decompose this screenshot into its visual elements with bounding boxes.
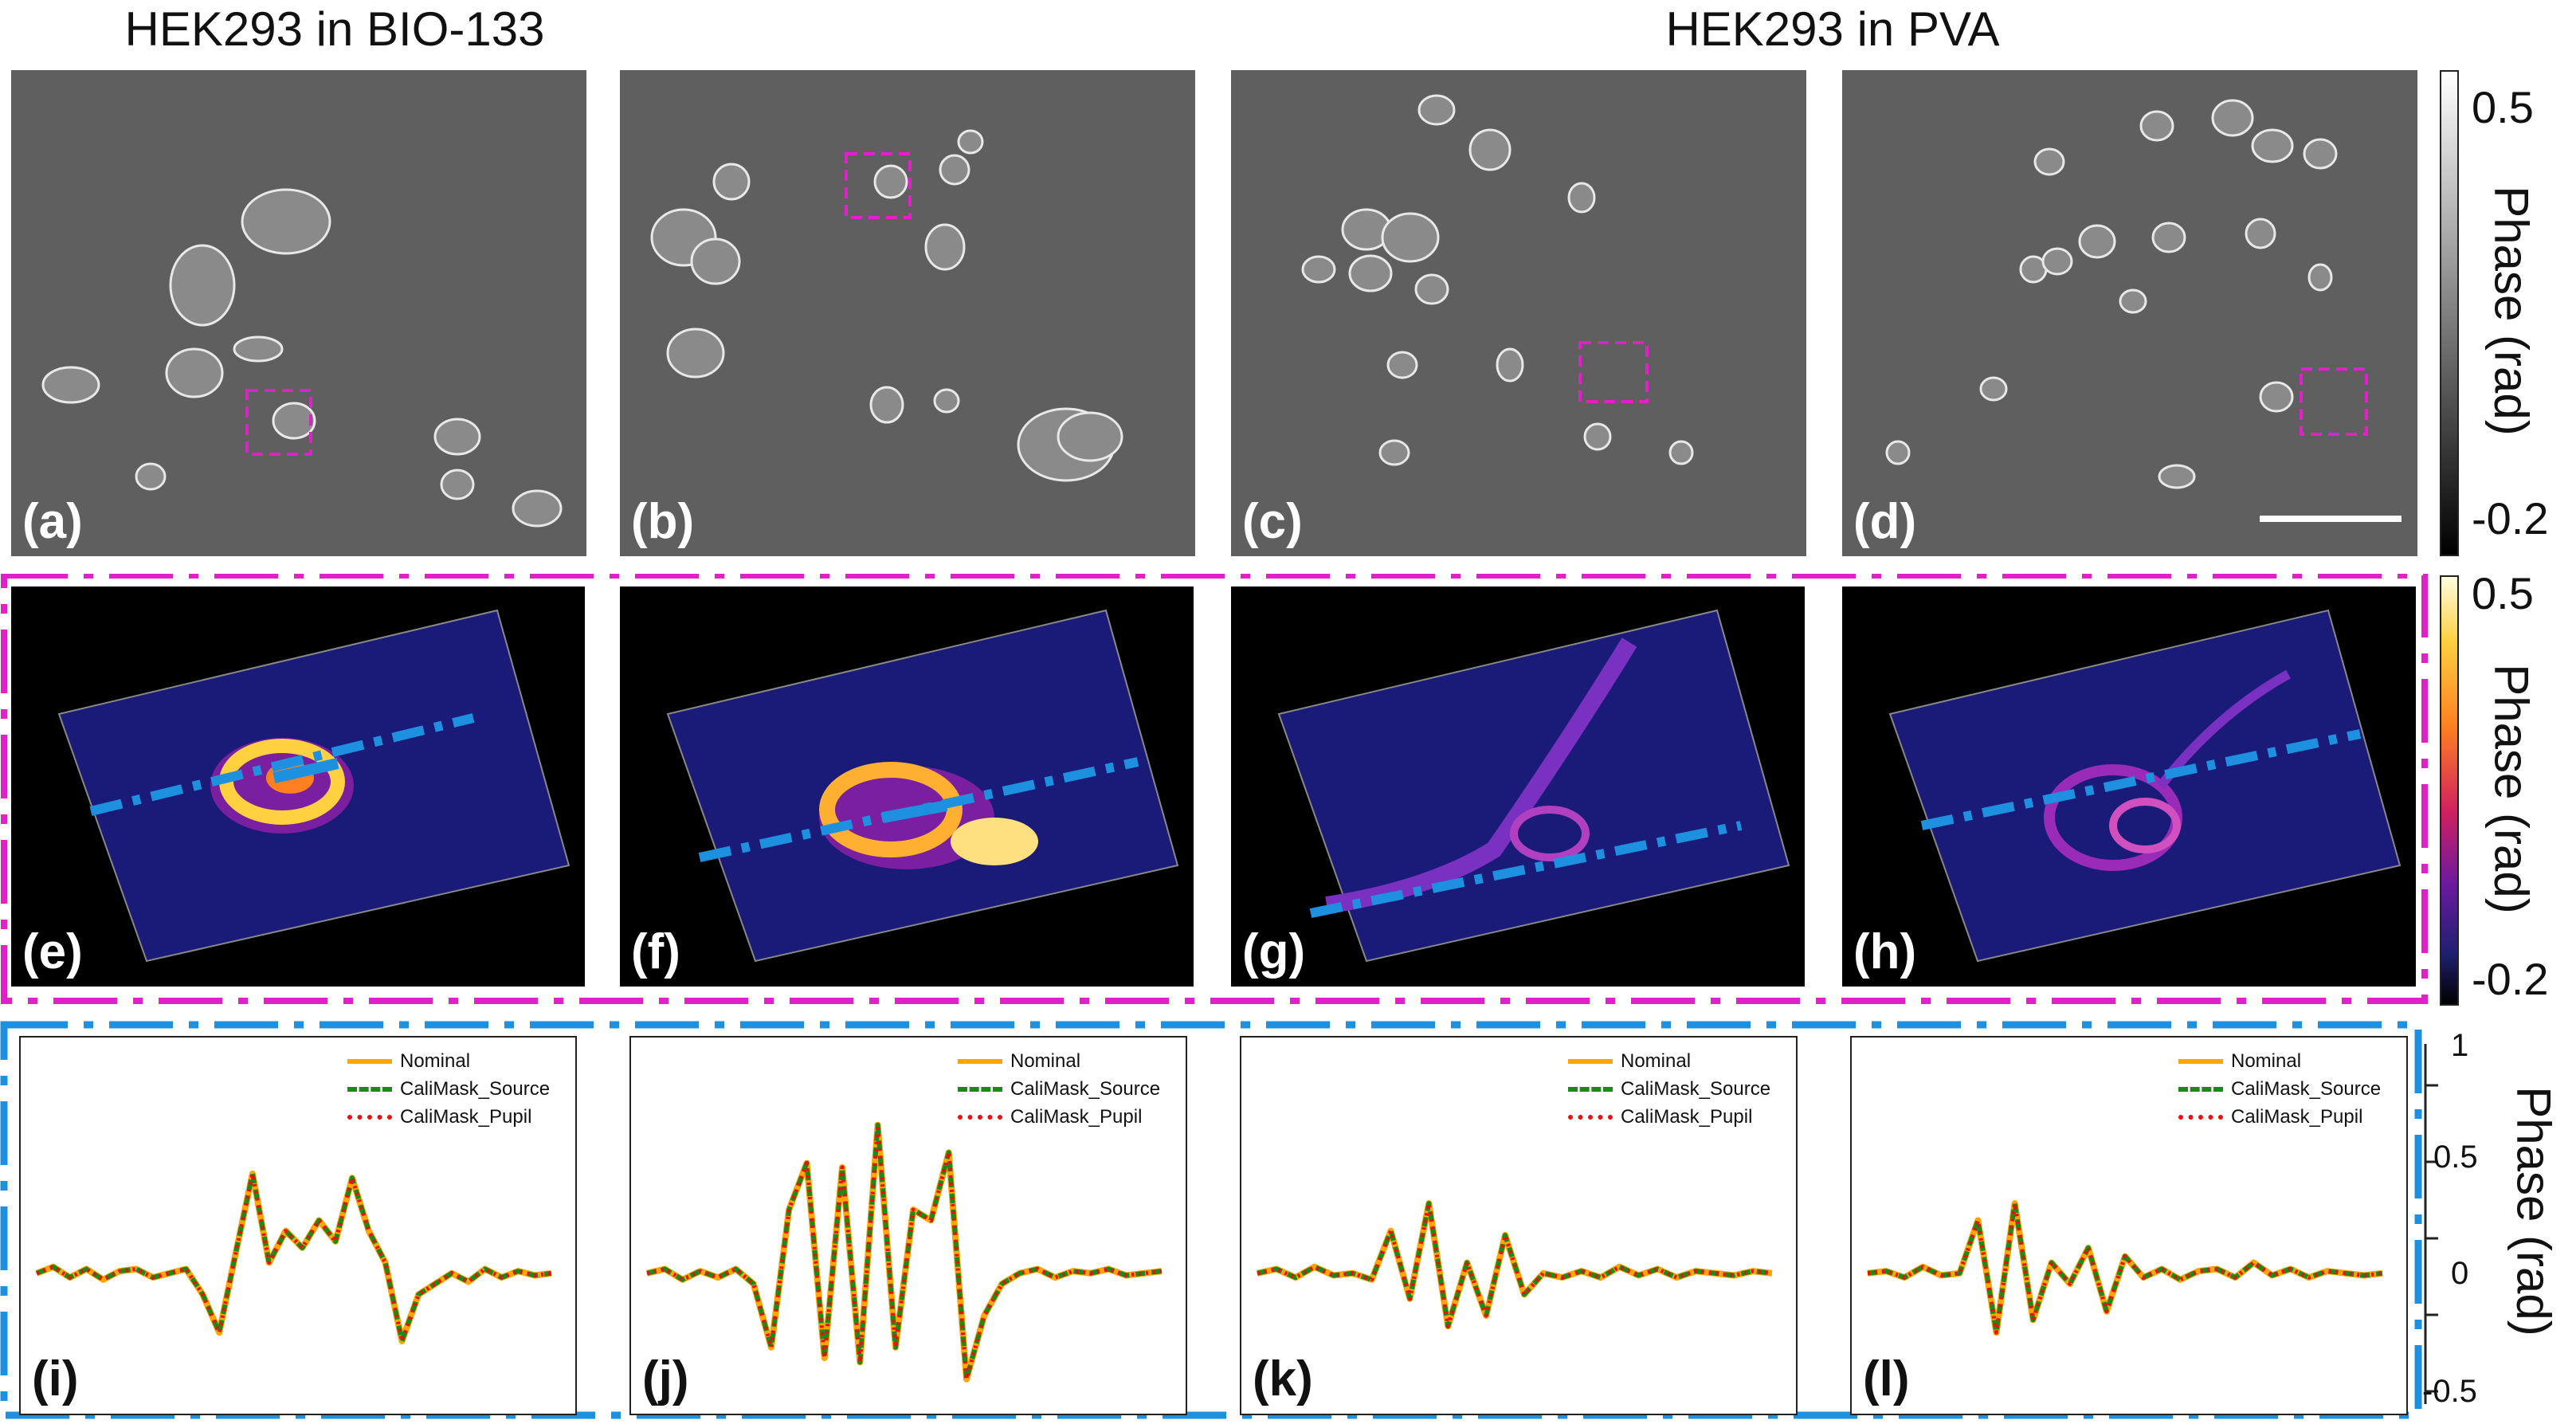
panel-d: (d)	[1842, 70, 2417, 556]
profile-plot-j	[646, 1121, 1163, 1383]
render-3d-f	[666, 609, 1179, 963]
profile-plot-k	[1257, 1200, 1773, 1330]
cell-image-b	[650, 129, 1123, 482]
cell-image-d	[1885, 99, 2402, 522]
series-line-calimask-pupil	[646, 1123, 1163, 1382]
row3-ytick-0: 0	[2451, 1256, 2469, 1291]
series-line-calimask-pupil	[1257, 1201, 1773, 1328]
panel-i: Nominal CaliMask_Source CaliMask_Pupil (…	[19, 1036, 577, 1415]
legend-item-pupil: CaliMask_Pupil	[1568, 1103, 1770, 1131]
panel-label-i: (i)	[32, 1352, 79, 1406]
row3-ytick-1: 1	[2451, 1028, 2469, 1063]
colorbar-gray-title: Phase (rad)	[2484, 186, 2539, 436]
colorbar-gray	[2440, 70, 2459, 556]
series-line-nominal	[35, 1170, 552, 1344]
series-line-calimask-pupil	[1867, 1201, 2383, 1335]
series-line-nominal	[646, 1121, 1163, 1383]
legend-k: Nominal CaliMask_Source CaliMask_Pupil	[1568, 1047, 1770, 1131]
series-line-calimask-source	[1867, 1201, 2383, 1336]
roi-box-b	[845, 152, 912, 219]
series-line-calimask-source	[35, 1171, 552, 1344]
panel-f: (f)	[620, 586, 1194, 987]
legend-item-source: CaliMask_Source	[2178, 1075, 2381, 1103]
legend-item-source: CaliMask_Source	[1568, 1075, 1770, 1103]
legend-item-nominal: Nominal	[1568, 1047, 1770, 1075]
roi-box-a	[245, 389, 312, 456]
profile-plot-i	[35, 1170, 552, 1344]
roi-box-c	[1578, 341, 1649, 403]
panel-b: (b)	[620, 70, 1195, 556]
panel-label-h: (h)	[1853, 924, 1917, 979]
panel-label-c: (c)	[1242, 494, 1303, 549]
panel-c: (c)	[1231, 70, 1806, 556]
colorbar-fire-min: -0.2	[2472, 954, 2549, 1004]
panel-label-a: (a)	[22, 494, 83, 549]
roi-box-d	[2300, 367, 2368, 436]
legend-item-pupil: CaliMask_Pupil	[958, 1103, 1160, 1131]
legend-l: Nominal CaliMask_Source CaliMask_Pupil	[2178, 1047, 2381, 1131]
panel-h: (h)	[1842, 586, 2416, 987]
panel-a: (a)	[11, 70, 586, 556]
panel-label-g: (g)	[1242, 924, 1306, 979]
render-3d-g	[1277, 609, 1790, 963]
row2-frame	[1, 574, 2428, 1004]
panel-label-j: (j)	[642, 1352, 689, 1406]
legend-item-nominal: Nominal	[347, 1047, 550, 1075]
colorbar-gray-max: 0.5	[2472, 82, 2534, 132]
colorbar-fire	[2440, 575, 2459, 1006]
panel-j: Nominal CaliMask_Source CaliMask_Pupil (…	[629, 1036, 1187, 1415]
panel-label-f: (f)	[631, 924, 680, 979]
row3-ytick--0.5: -0.5	[2422, 1374, 2477, 1409]
render-3d-e	[57, 609, 570, 963]
panel-label-e: (e)	[22, 924, 83, 979]
panel-label-k: (k)	[1253, 1352, 1313, 1406]
cell-image-c	[1301, 94, 1694, 466]
row3-ytick-0.5: 0.5	[2433, 1140, 2478, 1175]
panel-label-l: (l)	[1863, 1352, 1910, 1406]
row3-ytitle: Phase (rad)	[2507, 1086, 2561, 1336]
colorbar-fire-max: 0.5	[2472, 568, 2534, 618]
legend-item-source: CaliMask_Source	[347, 1075, 550, 1103]
series-line-nominal	[1867, 1200, 2383, 1336]
colorbar-gray-min: -0.2	[2472, 493, 2549, 543]
legend-item-nominal: Nominal	[2178, 1047, 2381, 1075]
row3-frame	[0, 1021, 2422, 1419]
legend-i: Nominal CaliMask_Source CaliMask_Pupil	[347, 1047, 550, 1131]
panel-label-d: (d)	[1853, 494, 1917, 549]
cell-image-a	[41, 188, 563, 528]
legend-item-source: CaliMask_Source	[958, 1075, 1160, 1103]
profile-plot-l	[1867, 1200, 2383, 1336]
panel-g: (g)	[1231, 586, 1805, 987]
panel-l: Nominal CaliMask_Source CaliMask_Pupil (…	[1850, 1036, 2408, 1415]
panel-label-b: (b)	[631, 494, 695, 549]
colorbar-fire-title: Phase (rad)	[2484, 664, 2539, 914]
render-3d-h	[1888, 609, 2402, 963]
legend-j: Nominal CaliMask_Source CaliMask_Pupil	[958, 1047, 1160, 1131]
legend-item-pupil: CaliMask_Pupil	[347, 1103, 550, 1131]
series-line-calimask-source	[646, 1122, 1163, 1382]
row3-yaxis-line	[2424, 1044, 2438, 1404]
series-line-calimask-pupil	[36, 1171, 552, 1344]
panel-k: Nominal CaliMask_Source CaliMask_Pupil (…	[1240, 1036, 1798, 1415]
legend-item-nominal: Nominal	[958, 1047, 1160, 1075]
legend-item-pupil: CaliMask_Pupil	[2178, 1103, 2381, 1131]
panel-e: (e)	[11, 586, 585, 987]
